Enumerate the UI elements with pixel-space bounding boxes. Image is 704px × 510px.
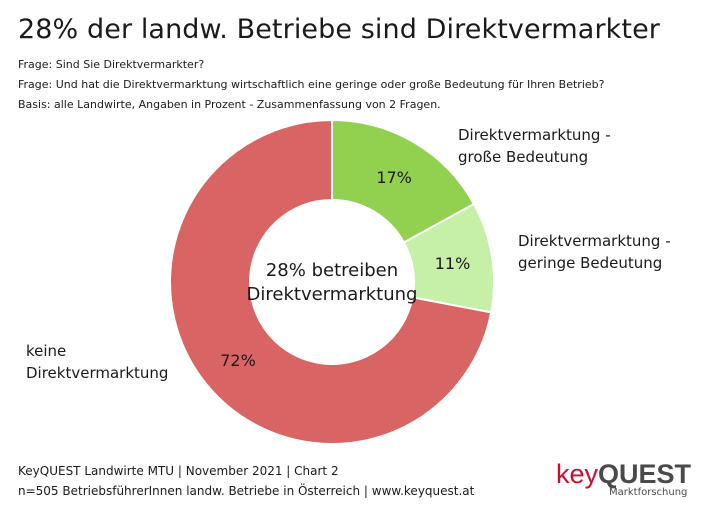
slice-label-keine-direktvermarktung: keine Direktvermarktung (26, 342, 169, 382)
center-label-line-1: Direktvermarktung (247, 284, 418, 305)
logo-quest-text: QUEST (598, 459, 692, 489)
footer-source: KeyQUEST Landwirte MTU | November 2021 |… (18, 464, 339, 478)
logo-subtitle: Marktforschung (609, 487, 688, 498)
basis-text: Basis: alle Landwirte, Angaben in Prozen… (18, 98, 441, 111)
value-label-1: 11% (435, 254, 471, 273)
question-2-text: Frage: Und hat die Direktvermarktung wir… (18, 78, 605, 91)
center-label: 28% betreiben Direktvermarktung (247, 260, 418, 305)
donut-slices (169, 118, 495, 445)
keyquest-logo: keyQUEST Marktforschung (556, 460, 691, 498)
donut-slice-0 (331, 118, 476, 244)
logo-wordmark: keyQUEST (556, 460, 691, 488)
donut-slice-2 (169, 118, 493, 445)
slice-label-grosse-bedeutung: Direktvermarktung - große Bedeutung (458, 126, 611, 166)
center-label-line-0: 28% betreiben (266, 260, 398, 281)
logo-key-text: key (556, 459, 599, 489)
chart-title: 28% der landw. Betriebe sind Direktverma… (18, 14, 660, 45)
footer-sample: n=505 BetriebsführerInnen landw. Betrieb… (18, 484, 475, 498)
value-labels: 17% 11% 72% (220, 168, 470, 370)
value-label-2: 72% (220, 351, 256, 370)
value-label-0: 17% (376, 168, 412, 187)
slice-label-geringe-bedeutung: Direktvermarktung - geringe Bedeutung (518, 232, 671, 272)
question-1-text: Frage: Sind Sie Direktvermarkter? (18, 58, 205, 71)
